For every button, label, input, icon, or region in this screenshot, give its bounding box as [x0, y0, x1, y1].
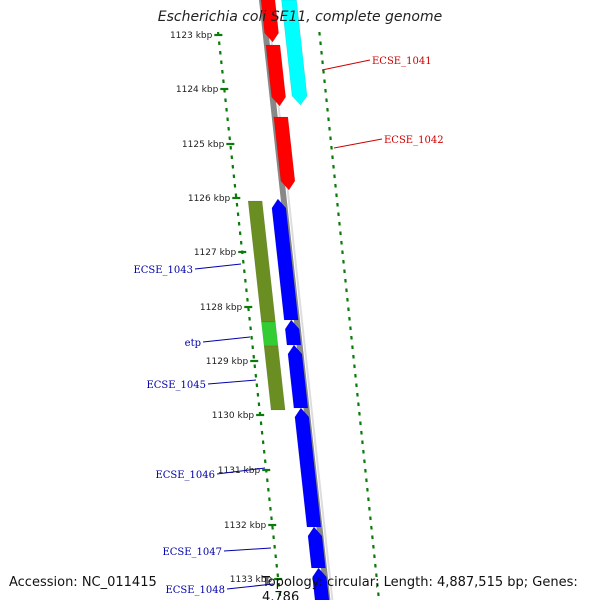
gene-label-leader [223, 547, 272, 552]
forward-gene-block [260, 0, 279, 43]
forward-tick-ruler [318, 31, 380, 597]
forward-gene-block [273, 116, 296, 191]
genome-summary-label: Topology: circular; Length: 4,887,515 bp… [262, 575, 578, 600]
forward-feature-cyan [281, 0, 308, 106]
reverse-gene-block [312, 567, 330, 600]
gene-label-leader [207, 379, 257, 385]
reverse-gene-label: ECSE_1043 [133, 265, 193, 276]
reverse-gene-label: etp [185, 338, 201, 349]
kbp-label: 1125 kbp [182, 140, 225, 150]
kbp-label: 1133 kbp [230, 575, 273, 585]
gene-label-leader [216, 467, 266, 475]
reverse-gene-label: ECSE_1048 [165, 585, 225, 596]
reverse-gene-label: ECSE_1045 [146, 380, 206, 391]
kbp-label: 1126 kbp [188, 194, 231, 204]
reverse-gene-label: ECSE_1047 [162, 547, 222, 558]
gene-label-leader [333, 138, 383, 149]
kbp-label: 1130 kbp [212, 411, 255, 421]
reverse-gene-block [271, 198, 299, 321]
genome-title: Escherichia coli SE11, complete genome [157, 9, 443, 25]
gene-label-leader [321, 59, 371, 71]
forward-gene-block [265, 44, 286, 107]
kbp-label: 1128 kbp [200, 303, 243, 313]
reverse-gene-label: ECSE_1046 [155, 470, 215, 481]
forward-gene-label: ECSE_1041 [372, 56, 432, 67]
kbp-label: 1127 kbp [194, 248, 237, 258]
operon-block [263, 345, 286, 411]
gene-label-leader [194, 263, 242, 270]
kbp-label: 1124 kbp [176, 85, 219, 95]
kbp-label: 1132 kbp [224, 521, 267, 531]
forward-gene-label: ECSE_1042 [384, 135, 444, 146]
accession-label: Accession: NC_011415 [9, 575, 157, 590]
gene-label-leader [226, 583, 274, 590]
reverse-tick-ruler [216, 31, 282, 597]
gene-label-leader [202, 336, 251, 343]
operon-block [247, 200, 276, 323]
operon-highlight-block [261, 321, 279, 347]
kbp-label: 1129 kbp [206, 357, 249, 367]
kbp-label: 1123 kbp [170, 31, 213, 41]
